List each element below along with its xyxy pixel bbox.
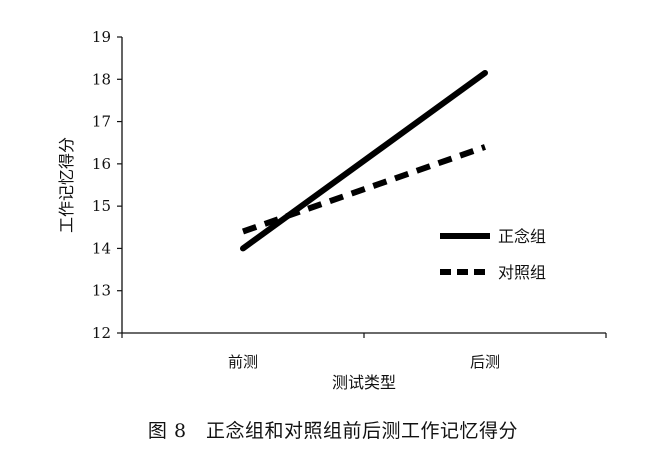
- y-tick-label: 17: [92, 113, 111, 131]
- x-axis-title: 测试类型: [332, 373, 396, 392]
- legend-label-0: 正念组: [498, 227, 546, 246]
- series-layer: [240, 69, 488, 252]
- x-tick-label: 后测: [470, 353, 500, 371]
- figure-caption: 图 8 正念组和对照组前后测工作记忆得分: [147, 420, 519, 442]
- series-line-1: [242, 144, 486, 235]
- series-line-0: [240, 69, 488, 252]
- x-tick-label: 前测: [228, 353, 258, 371]
- y-tick-label: 18: [92, 70, 111, 88]
- x-axis: 前测 后测: [121, 332, 607, 371]
- y-tick-label: 15: [92, 197, 111, 215]
- y-tick-label: 19: [92, 28, 111, 46]
- y-tick-label: 12: [92, 324, 111, 342]
- y-axis-title: 工作记忆得分: [57, 137, 76, 233]
- legend-label-1: 对照组: [498, 263, 546, 282]
- y-tick-label: 14: [92, 239, 111, 257]
- y-axis: 12 13 14 15 16 17 18 19: [92, 28, 123, 342]
- y-tick-label: 13: [92, 282, 111, 300]
- y-tick-label: 16: [92, 155, 111, 173]
